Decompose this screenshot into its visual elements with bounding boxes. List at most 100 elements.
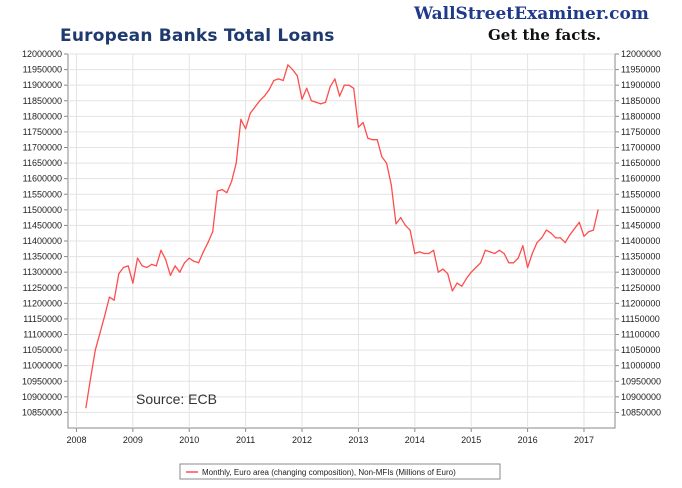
y-tick-label: 11850000 [23, 96, 62, 106]
data-point [498, 249, 500, 251]
y-tick-label: 11000000 [23, 361, 62, 371]
x-tick-label: 2011 [236, 435, 255, 445]
data-point [127, 265, 129, 267]
data-point [470, 271, 472, 273]
data-point [320, 103, 322, 105]
data-point [245, 128, 247, 130]
data-point [503, 252, 505, 255]
data-point [296, 75, 298, 77]
data-point [108, 296, 110, 298]
data-point [301, 98, 303, 100]
data-point [207, 242, 209, 244]
data-point [324, 101, 327, 103]
data-point [334, 78, 336, 80]
data-point [188, 257, 190, 259]
y-tick-label-right: 11350000 [621, 252, 660, 262]
data-point [404, 224, 406, 226]
data-point [447, 273, 449, 275]
legend: Monthly, Euro area (changing composition… [179, 463, 501, 480]
data-point [146, 266, 148, 269]
y-tick-label-right: 11500000 [621, 205, 660, 215]
data-point [578, 221, 580, 223]
y-tick-label-right: 11000000 [621, 361, 660, 371]
y-tick-label-right: 10850000 [621, 407, 661, 417]
x-tick-label: 2009 [123, 435, 143, 445]
data-point [183, 262, 186, 264]
data-point [230, 181, 233, 183]
y-tick-label-right: 11750000 [621, 127, 660, 137]
legend-box [179, 463, 501, 480]
data-point [512, 262, 515, 264]
data-point [348, 84, 350, 86]
data-point [315, 101, 317, 103]
data-point [160, 249, 162, 251]
data-point [339, 95, 341, 97]
data-point [522, 245, 524, 247]
data-point [216, 190, 218, 192]
data-point [400, 217, 402, 219]
series-line [85, 64, 599, 408]
data-point [249, 112, 251, 114]
data-point [155, 265, 157, 267]
data-point [193, 260, 195, 262]
data-point [456, 282, 458, 284]
data-point [376, 139, 378, 141]
data-point [268, 89, 270, 91]
y-tick-label-right: 11800000 [621, 111, 660, 121]
data-point [235, 162, 237, 164]
y-tick-label: 11450000 [23, 220, 62, 230]
data-point [226, 192, 228, 194]
y-axis-left: 10850000 10900000 10950000 11000000 11050000… [22, 49, 68, 417]
data-point [113, 299, 115, 301]
y-tick-label: 11100000 [23, 330, 62, 340]
x-tick-label: 2013 [348, 435, 368, 445]
data-point [273, 79, 275, 82]
data-point [141, 265, 143, 267]
x-axis: 2008 2009 2010 2011 2012 2013 2014 2015 2016 2017 [66, 428, 594, 445]
y-tick-label: 11650000 [23, 158, 62, 168]
x-tick-label: 2012 [292, 435, 312, 445]
y-tick-label: 11350000 [23, 252, 62, 262]
data-point [151, 263, 153, 265]
data-point [517, 257, 519, 259]
y-tick-label: 11250000 [23, 283, 62, 293]
data-point [569, 234, 571, 236]
data-point [583, 235, 585, 237]
data-point [306, 87, 308, 89]
data-point [287, 64, 289, 66]
data-point [85, 407, 87, 409]
data-point [367, 137, 369, 139]
x-tick-label: 2010 [179, 435, 199, 445]
data-point [451, 290, 453, 292]
data-point [371, 139, 374, 141]
data-point [212, 231, 214, 233]
data-point [461, 285, 463, 287]
data-point [536, 242, 538, 244]
data-point [559, 237, 562, 239]
y-tick-label: 10900000 [22, 392, 62, 402]
data-point [259, 100, 261, 102]
data-point [531, 252, 533, 255]
data-point [362, 122, 364, 124]
brand-tagline: Get the facts. [488, 26, 602, 44]
legend-label: Monthly, Euro area (changing composition… [202, 468, 456, 477]
data-point [357, 126, 359, 128]
y-tick-label: 11550000 [23, 189, 62, 199]
data-point [508, 262, 510, 264]
data-point [395, 223, 397, 225]
y-tick-label-right: 11050000 [621, 345, 660, 355]
y-tick-label-right: 11250000 [621, 283, 660, 293]
series-group [85, 64, 599, 409]
brand-logo-text: WallStreetExaminer.com [414, 4, 649, 24]
data-point [588, 231, 590, 233]
x-tick-label: 2015 [461, 435, 481, 445]
data-point [480, 262, 482, 264]
data-point [198, 262, 200, 264]
y-tick-label: 11400000 [23, 236, 62, 246]
data-point [136, 257, 139, 259]
y-tick-label-right: 11400000 [621, 236, 660, 246]
y-tick-label: 11900000 [23, 80, 62, 90]
y-tick-label-right: 11300000 [621, 267, 660, 277]
data-point [179, 271, 181, 273]
